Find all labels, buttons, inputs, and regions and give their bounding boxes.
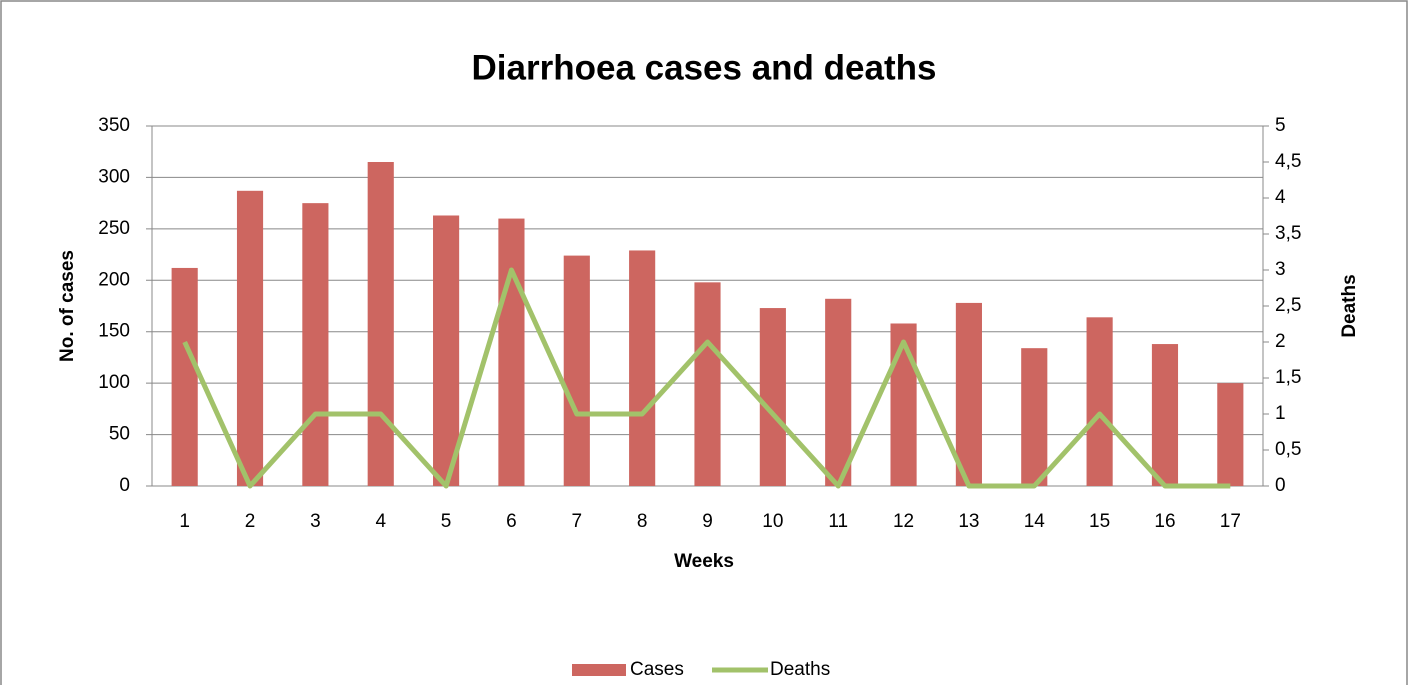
y2-tick-label: 3,5: [1275, 223, 1301, 244]
x-tick-label: 2: [245, 511, 256, 532]
chart-title: Diarrhoea cases and deaths: [472, 48, 937, 87]
bar: [955, 302, 982, 486]
y2-tick-label: 3: [1275, 259, 1286, 280]
y-tick-label: 50: [109, 424, 130, 445]
bar: [171, 267, 198, 486]
x-tick-label: 11: [828, 511, 848, 532]
bar: [1217, 383, 1244, 486]
bar: [759, 308, 786, 486]
bar: [1151, 344, 1179, 486]
bar: [302, 203, 329, 486]
y2-tick-label: 4,5: [1275, 151, 1301, 172]
x-tick-label: 6: [506, 511, 517, 532]
legend-label: Cases: [630, 659, 684, 680]
y-tick-label: 100: [98, 372, 130, 393]
x-tick-label: 7: [572, 511, 583, 532]
y-tick-label: 0: [119, 475, 130, 496]
bar: [367, 162, 394, 486]
x-tick-label: 13: [958, 511, 979, 532]
y-tick-label: 300: [98, 166, 130, 187]
y2-axis-label: Deaths: [1339, 274, 1360, 337]
bar: [433, 215, 460, 486]
legend-label: Deaths: [770, 659, 830, 680]
x-tick-label: 12: [893, 511, 914, 532]
bar: [236, 190, 264, 487]
y2-tick-label: 5: [1275, 115, 1286, 136]
bar: [563, 255, 590, 486]
bar: [1086, 317, 1113, 486]
y2-tick-label: 0,5: [1275, 439, 1301, 460]
y2-tick-label: 2,5: [1275, 295, 1301, 316]
y-tick-label: 150: [98, 321, 130, 342]
legend-swatch: [572, 664, 626, 676]
bar: [498, 218, 525, 487]
bar: [1021, 348, 1048, 486]
y-axis-label: No. of cases: [57, 250, 78, 362]
x-tick-label: 8: [637, 511, 648, 532]
x-tick-label: 10: [762, 511, 783, 532]
x-tick-label: 16: [1154, 511, 1175, 532]
x-tick-label: 4: [375, 511, 386, 532]
y-tick-label: 200: [98, 269, 130, 290]
y2-tick-label: 1,5: [1275, 367, 1301, 388]
x-tick-label: 17: [1220, 511, 1241, 532]
x-tick-label: 3: [310, 511, 321, 532]
bar: [629, 250, 656, 486]
y-tick-label: 250: [98, 218, 130, 239]
x-axis-label: Weeks: [674, 551, 734, 572]
bar: [890, 323, 917, 486]
x-tick-label: 9: [702, 511, 713, 532]
y2-tick-label: 4: [1275, 187, 1286, 208]
y-tick-label: 350: [98, 115, 130, 136]
bar: [825, 298, 852, 486]
y2-tick-label: 2: [1275, 331, 1286, 352]
line: [182, 267, 1231, 489]
x-tick-label: 14: [1024, 511, 1046, 532]
x-tick-label: 5: [441, 511, 452, 532]
x-tick-label: 15: [1089, 511, 1110, 532]
y2-tick-label: 1: [1275, 403, 1286, 424]
x-tick-label: 1: [179, 511, 190, 532]
y2-tick-label: 0: [1275, 475, 1286, 496]
bar: [694, 282, 721, 486]
